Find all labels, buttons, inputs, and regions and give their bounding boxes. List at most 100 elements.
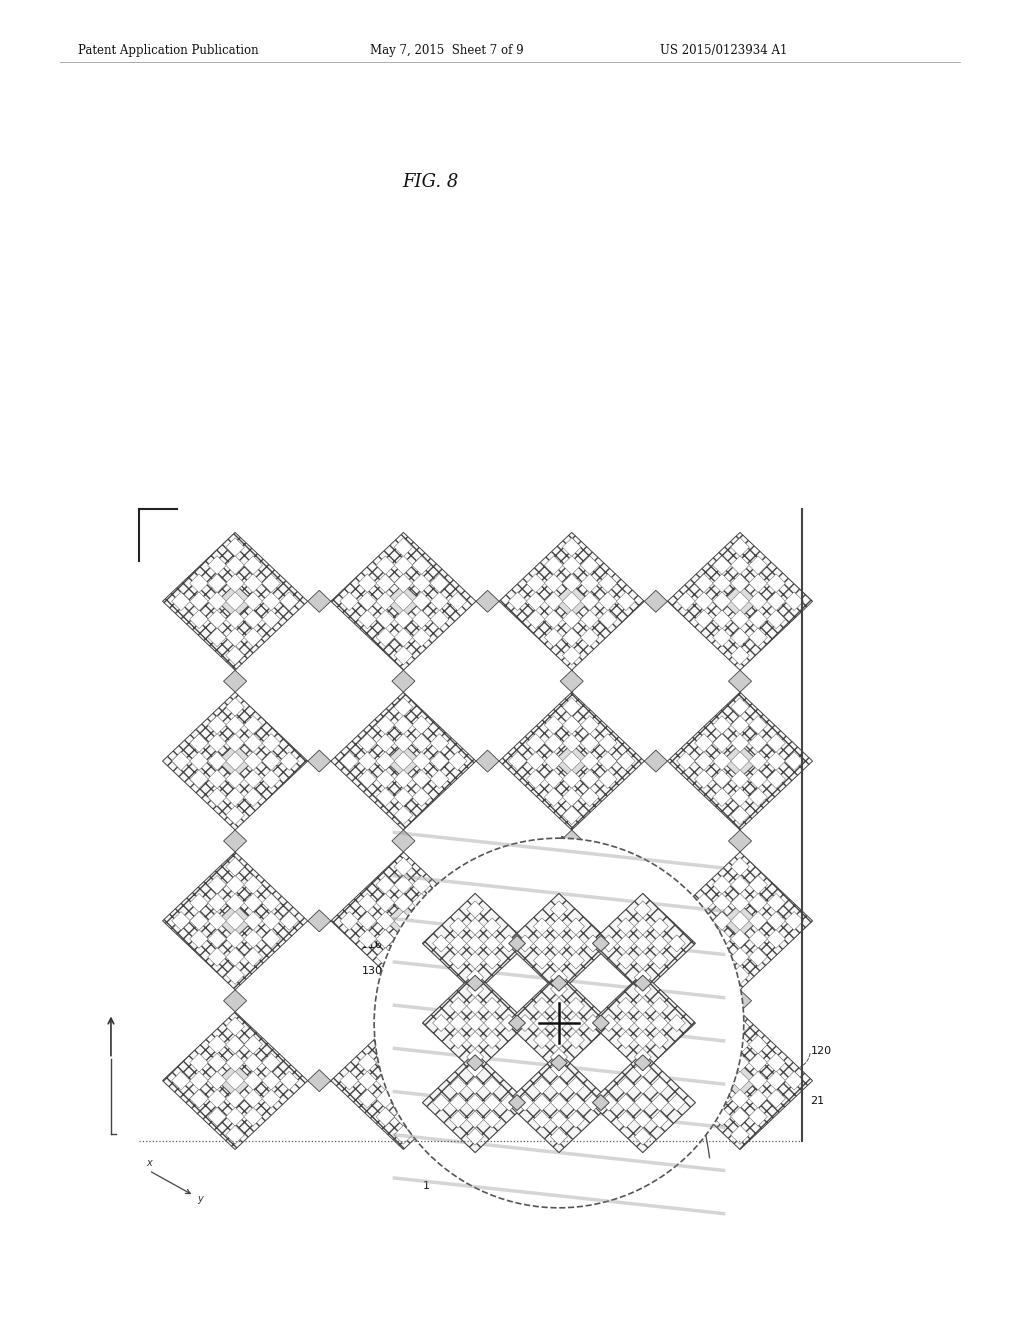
Polygon shape	[544, 788, 562, 807]
Polygon shape	[634, 981, 651, 998]
Polygon shape	[730, 858, 749, 876]
Polygon shape	[533, 1094, 550, 1111]
Polygon shape	[244, 912, 262, 931]
Polygon shape	[244, 1089, 262, 1107]
Polygon shape	[393, 1018, 413, 1036]
Polygon shape	[447, 751, 467, 771]
Polygon shape	[376, 912, 394, 931]
Polygon shape	[651, 1077, 667, 1094]
Polygon shape	[651, 1015, 667, 1031]
Polygon shape	[476, 590, 498, 612]
Polygon shape	[358, 770, 376, 788]
Polygon shape	[561, 1035, 581, 1053]
Polygon shape	[561, 574, 581, 593]
Polygon shape	[412, 1089, 430, 1107]
Polygon shape	[376, 715, 394, 734]
Polygon shape	[580, 770, 598, 788]
Polygon shape	[358, 734, 376, 752]
Polygon shape	[694, 1053, 712, 1072]
Polygon shape	[544, 1089, 562, 1107]
Polygon shape	[385, 744, 421, 779]
Polygon shape	[190, 1072, 208, 1090]
Polygon shape	[208, 591, 226, 611]
Polygon shape	[667, 1015, 685, 1031]
Polygon shape	[190, 751, 208, 771]
Polygon shape	[561, 858, 581, 876]
Polygon shape	[712, 894, 731, 912]
Polygon shape	[694, 912, 712, 931]
Polygon shape	[676, 912, 695, 931]
Polygon shape	[208, 894, 226, 912]
Polygon shape	[376, 770, 394, 788]
Polygon shape	[526, 894, 544, 912]
Polygon shape	[580, 912, 598, 931]
Polygon shape	[730, 574, 749, 593]
Polygon shape	[225, 591, 245, 611]
Polygon shape	[730, 966, 749, 985]
Polygon shape	[559, 830, 583, 851]
Polygon shape	[712, 875, 731, 894]
Polygon shape	[561, 770, 581, 788]
Polygon shape	[393, 948, 413, 966]
Polygon shape	[748, 1053, 766, 1072]
Polygon shape	[225, 645, 245, 665]
Polygon shape	[376, 1053, 394, 1072]
Polygon shape	[225, 948, 245, 966]
Polygon shape	[550, 902, 567, 917]
Polygon shape	[748, 788, 766, 807]
Polygon shape	[533, 917, 550, 935]
Polygon shape	[526, 929, 544, 948]
Polygon shape	[748, 628, 766, 647]
Polygon shape	[376, 1089, 394, 1107]
Polygon shape	[644, 750, 666, 772]
Polygon shape	[694, 770, 712, 788]
Polygon shape	[712, 591, 731, 611]
Polygon shape	[533, 1031, 550, 1048]
Polygon shape	[694, 894, 712, 912]
Polygon shape	[225, 770, 245, 788]
Polygon shape	[507, 751, 527, 771]
Polygon shape	[162, 851, 308, 990]
Polygon shape	[412, 929, 430, 948]
Polygon shape	[561, 715, 581, 734]
Polygon shape	[190, 770, 208, 788]
Polygon shape	[508, 936, 525, 952]
Polygon shape	[526, 591, 544, 611]
Polygon shape	[634, 998, 651, 1015]
Polygon shape	[262, 574, 280, 593]
Polygon shape	[262, 751, 280, 771]
Polygon shape	[358, 1053, 376, 1072]
Polygon shape	[393, 537, 413, 557]
Polygon shape	[393, 1107, 413, 1126]
Polygon shape	[412, 948, 430, 966]
Polygon shape	[225, 574, 245, 593]
Polygon shape	[550, 1077, 567, 1094]
Polygon shape	[651, 998, 667, 1015]
Polygon shape	[544, 929, 562, 948]
Polygon shape	[412, 574, 430, 593]
Polygon shape	[516, 1015, 533, 1031]
Polygon shape	[766, 591, 785, 611]
Polygon shape	[598, 912, 616, 931]
Polygon shape	[598, 610, 616, 628]
Polygon shape	[393, 875, 413, 894]
Polygon shape	[694, 751, 712, 771]
Polygon shape	[544, 610, 562, 628]
Polygon shape	[208, 751, 226, 771]
Polygon shape	[712, 556, 731, 574]
Polygon shape	[208, 1107, 226, 1126]
Polygon shape	[262, 912, 280, 931]
Polygon shape	[225, 734, 245, 752]
Polygon shape	[225, 628, 245, 647]
Polygon shape	[358, 1089, 376, 1107]
Polygon shape	[616, 952, 634, 969]
Polygon shape	[262, 1072, 280, 1090]
Polygon shape	[339, 1072, 359, 1090]
Polygon shape	[550, 1031, 567, 1048]
Polygon shape	[590, 1052, 695, 1152]
Polygon shape	[616, 1111, 634, 1129]
Polygon shape	[694, 610, 712, 628]
Polygon shape	[600, 1015, 616, 1031]
Polygon shape	[550, 1129, 567, 1144]
Polygon shape	[728, 830, 751, 851]
